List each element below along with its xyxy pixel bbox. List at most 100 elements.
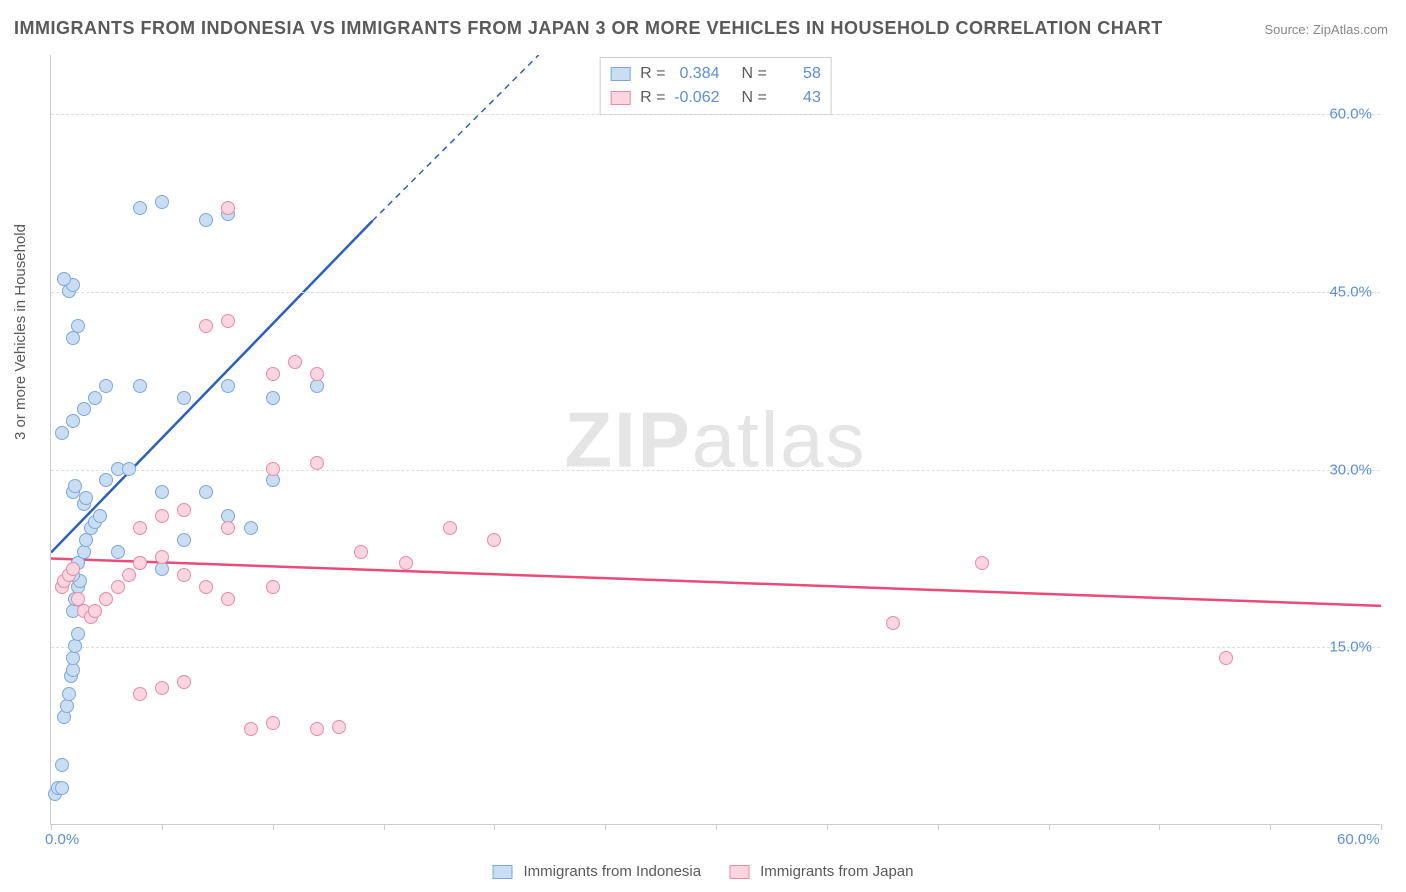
data-point: [71, 319, 85, 333]
xtick-mark: [273, 824, 274, 830]
xtick-mark: [384, 824, 385, 830]
data-point: [288, 355, 302, 369]
xtick-mark: [605, 824, 606, 830]
data-point: [55, 426, 69, 440]
data-point: [77, 402, 91, 416]
data-point: [199, 213, 213, 227]
data-point: [66, 651, 80, 665]
data-point: [155, 195, 169, 209]
data-point: [244, 521, 258, 535]
data-point: [122, 462, 136, 476]
data-point: [244, 722, 258, 736]
data-point: [133, 687, 147, 701]
data-point: [221, 521, 235, 535]
swatch-indonesia: [610, 67, 630, 81]
xtick-label: 0.0%: [45, 831, 79, 848]
data-point: [99, 473, 113, 487]
data-point: [122, 568, 136, 582]
regression-lines: [51, 55, 1381, 825]
swatch-indonesia-icon: [493, 865, 513, 879]
data-point: [310, 367, 324, 381]
ytick-label: 15.0%: [1329, 639, 1372, 656]
data-point: [88, 391, 102, 405]
data-point: [886, 616, 900, 630]
data-point: [77, 545, 91, 559]
chart-title: IMMIGRANTS FROM INDONESIA VS IMMIGRANTS …: [14, 18, 1163, 39]
data-point: [443, 521, 457, 535]
data-point: [399, 556, 413, 570]
data-point: [310, 456, 324, 470]
ytick-label: 60.0%: [1329, 106, 1372, 123]
legend-item-indonesia: Immigrants from Indonesia: [493, 863, 702, 880]
data-point: [177, 391, 191, 405]
gridline: [51, 114, 1380, 115]
data-point: [177, 568, 191, 582]
data-point: [99, 592, 113, 606]
plot-area: ZIPatlas R = 0.384 N = 58 R = -0.062 N =…: [50, 55, 1380, 825]
watermark: ZIPatlas: [564, 394, 866, 485]
data-point: [266, 580, 280, 594]
data-point: [266, 462, 280, 476]
data-point: [66, 414, 80, 428]
data-point: [310, 722, 324, 736]
stats-legend: R = 0.384 N = 58 R = -0.062 N = 43: [599, 57, 832, 115]
xtick-mark: [162, 824, 163, 830]
data-point: [332, 720, 346, 734]
swatch-japan: [610, 91, 630, 105]
data-point: [57, 272, 71, 286]
ytick-label: 30.0%: [1329, 461, 1372, 478]
data-point: [111, 580, 125, 594]
data-point: [487, 533, 501, 547]
data-point: [55, 758, 69, 772]
data-point: [57, 710, 71, 724]
data-point: [88, 604, 102, 618]
xtick-mark: [1270, 824, 1271, 830]
xtick-mark: [1049, 824, 1050, 830]
xtick-mark: [1381, 824, 1382, 830]
data-point: [199, 580, 213, 594]
data-point: [155, 681, 169, 695]
data-point: [354, 545, 368, 559]
data-point: [68, 479, 82, 493]
xtick-mark: [827, 824, 828, 830]
swatch-japan-icon: [729, 865, 749, 879]
data-point: [221, 592, 235, 606]
data-point: [155, 509, 169, 523]
data-point: [221, 379, 235, 393]
data-point: [133, 201, 147, 215]
data-point: [1219, 651, 1233, 665]
data-point: [199, 485, 213, 499]
xtick-mark: [938, 824, 939, 830]
data-point: [111, 545, 125, 559]
data-point: [79, 491, 93, 505]
data-point: [221, 201, 235, 215]
data-point: [266, 367, 280, 381]
data-point: [66, 562, 80, 576]
y-axis-label: 3 or more Vehicles in Household: [12, 224, 29, 440]
legend-item-japan: Immigrants from Japan: [729, 863, 913, 880]
data-point: [55, 781, 69, 795]
data-point: [71, 627, 85, 641]
data-point: [133, 556, 147, 570]
data-point: [133, 379, 147, 393]
data-point: [155, 485, 169, 499]
data-point: [177, 533, 191, 547]
data-point: [93, 509, 107, 523]
xtick-mark: [716, 824, 717, 830]
data-point: [62, 687, 76, 701]
bottom-legend: Immigrants from Indonesia Immigrants fro…: [493, 863, 914, 880]
data-point: [155, 550, 169, 564]
stats-row-japan: R = -0.062 N = 43: [610, 86, 821, 110]
gridline: [51, 470, 1380, 471]
xtick-mark: [494, 824, 495, 830]
data-point: [68, 639, 82, 653]
xtick-mark: [51, 824, 52, 830]
stats-row-indonesia: R = 0.384 N = 58: [610, 62, 821, 86]
data-point: [133, 521, 147, 535]
gridline: [51, 647, 1380, 648]
data-point: [975, 556, 989, 570]
data-point: [199, 319, 213, 333]
data-point: [60, 699, 74, 713]
xtick-label: 60.0%: [1337, 831, 1380, 848]
gridline: [51, 292, 1380, 293]
